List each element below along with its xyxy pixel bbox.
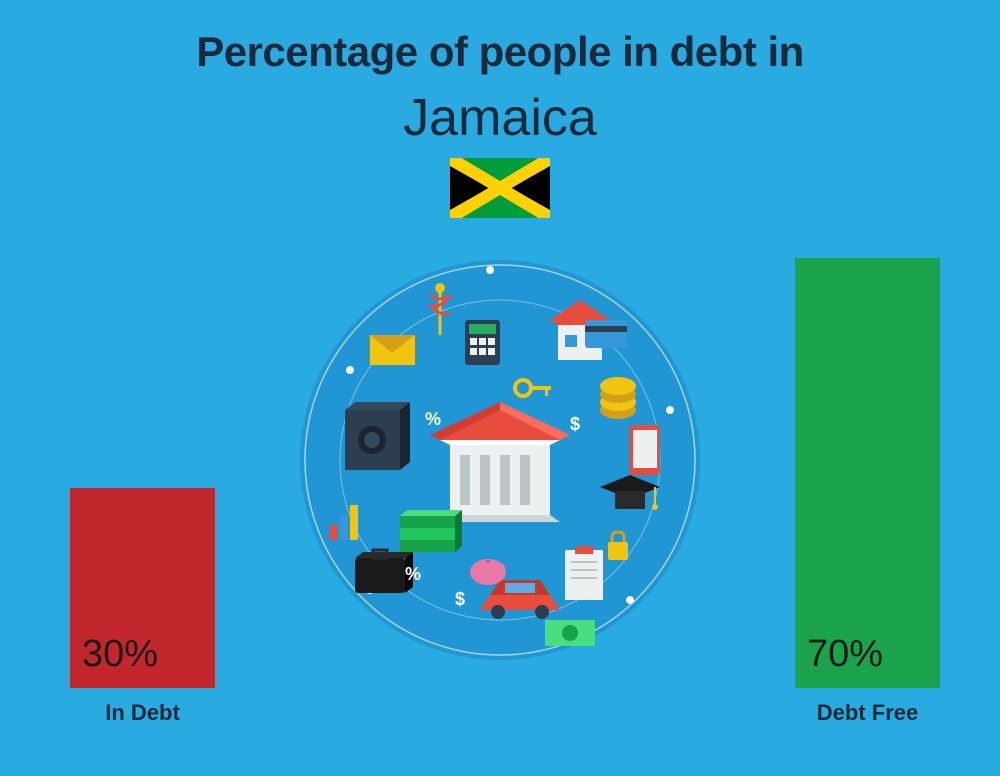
page-title-line1: Percentage of people in debt in	[0, 28, 1000, 76]
in-debt-bar: 30%	[70, 488, 215, 688]
finance-illustration: % % $ $	[290, 250, 710, 670]
in-debt-label: In Debt	[70, 700, 215, 726]
in-debt-bar-container: 30% In Debt	[70, 488, 215, 726]
svg-text:%: %	[405, 564, 421, 584]
svg-text:%: %	[425, 409, 441, 429]
in-debt-value: 30%	[82, 633, 158, 676]
svg-text:$: $	[455, 589, 465, 609]
svg-text:$: $	[570, 414, 580, 434]
debt-free-bar-container: 70% Debt Free	[795, 258, 940, 726]
debt-free-label: Debt Free	[795, 700, 940, 726]
jamaica-flag-icon	[450, 158, 550, 218]
page-title-country: Jamaica	[0, 88, 1000, 148]
debt-free-bar: 70%	[795, 258, 940, 688]
debt-free-value: 70%	[807, 633, 883, 676]
